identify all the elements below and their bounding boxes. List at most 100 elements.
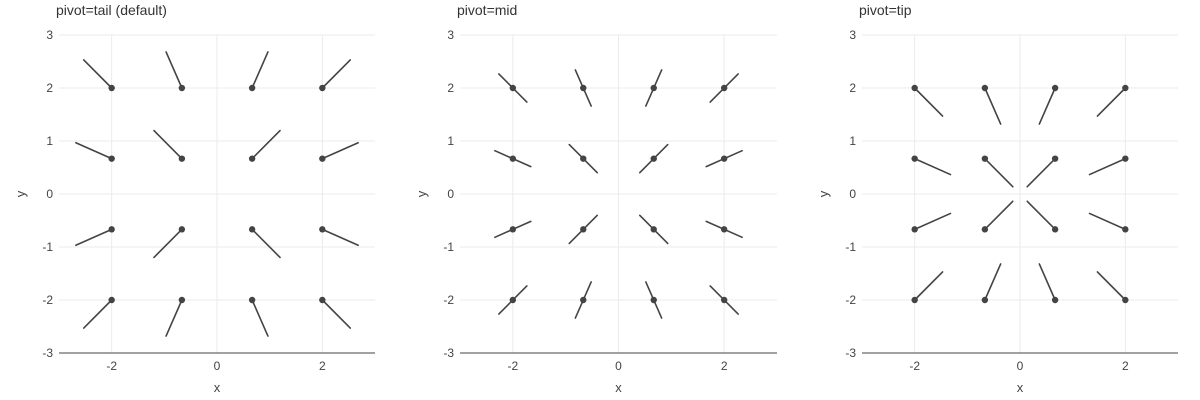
needle-segment [1038,87,1056,125]
needle-anchor-point [178,84,186,92]
needle-anchor-point [178,296,186,304]
needle-anchor-point [178,226,186,233]
y-tick-label: -3 [42,346,53,360]
needle-segment [984,87,1002,125]
x-tick-label: 0 [214,359,221,373]
y-tick-label: 3 [849,28,856,42]
needle-anchor-point [1051,155,1059,162]
needle-anchor-point [178,155,186,162]
chart-title: pivot=tail (default) [56,2,167,18]
needle-anchor-point [248,84,256,92]
y-tick-label: 2 [447,81,454,95]
needle-segment [165,299,183,337]
needle-anchor-point [319,84,326,92]
x-tick-label: -2 [106,359,117,373]
y-tick-label: -1 [845,240,856,254]
needle-segment [82,299,113,329]
needle-anchor-point [1122,155,1129,162]
x-tick-label: -2 [507,359,518,373]
needle-anchor-point [248,155,256,162]
x-tick-label: -2 [909,359,920,373]
needle-anchor-point [1122,84,1129,92]
needle-anchor-point [720,296,728,304]
y-tick-label: 0 [46,187,53,201]
needle-anchor-point [509,155,517,162]
needle-segment [1096,87,1127,117]
needle-anchor-point [108,226,115,233]
needle-segment [1026,157,1056,188]
needle-segment [75,228,113,247]
needle-segment [1088,212,1127,231]
needle-anchor-point [650,296,657,304]
needle-anchor-point [1051,84,1059,92]
needle-segment [913,87,944,117]
needle-anchor-point [981,296,989,304]
needle-segment [251,228,281,259]
needle-anchor-point [1051,296,1059,304]
y-axis-label: y [13,190,28,197]
needle-segment [251,129,281,160]
needle-anchor-point [319,296,326,304]
x-tick-label: 2 [721,359,728,373]
needle-anchor-point [248,226,256,233]
x-axis-label: x [214,380,221,395]
needle-segment [153,228,183,259]
needle-anchor-point [1051,226,1059,233]
chart-title: pivot=mid [457,2,517,18]
needle-anchor-point [580,155,587,162]
y-tick-label: -3 [845,346,856,360]
y-tick-label: 0 [849,187,856,201]
needle-anchor-point [911,155,918,162]
needle-anchor-point [1122,226,1129,233]
needle-segment [913,271,944,301]
y-tick-label: 0 [447,187,454,201]
needle-segment [321,59,352,89]
y-tick-label: 1 [46,134,53,148]
x-tick-label: 0 [615,359,622,373]
x-tick-label: 2 [319,359,326,373]
needle-anchor-point [1122,296,1129,304]
needle-anchor-point [319,226,326,233]
needle-segment [1038,263,1056,301]
chart-title: pivot=tip [859,2,912,18]
x-axis-label: x [1017,380,1024,395]
needle-anchor-point [509,296,517,304]
needle-anchor-point [319,155,326,162]
needle-segment [1088,157,1127,176]
y-tick-label: 1 [849,134,856,148]
needle-segment [321,228,359,247]
y-axis-label: y [816,190,831,197]
needle-anchor-point [509,84,517,92]
needle-anchor-point [720,84,728,92]
needle-anchor-point [580,84,587,92]
x-tick-label: 0 [1017,359,1024,373]
needle-anchor-point [981,155,989,162]
needle-segment [1026,200,1056,231]
y-tick-label: -1 [42,240,53,254]
needle-segment [984,263,1002,301]
needle-segment [321,141,359,160]
y-tick-label: -1 [443,240,454,254]
needle-anchor-point [911,84,918,92]
needle-segment [913,157,952,176]
needle-anchor-point [911,226,918,233]
y-axis-label: y [414,190,429,197]
needle-anchor-point [981,84,989,92]
needle-anchor-point [981,226,989,233]
y-tick-label: 2 [849,81,856,95]
needle-segment [913,212,952,231]
needle-segment [321,299,352,329]
needle-anchor-point [720,155,728,162]
needle-anchor-point [580,226,587,233]
needle-anchor-point [108,296,115,304]
needle-anchor-point [248,296,256,304]
needle-anchor-point [580,296,587,304]
y-tick-label: 2 [46,81,53,95]
x-axis-label: x [615,380,622,395]
y-tick-label: 1 [447,134,454,148]
needle-anchor-point [509,226,517,233]
y-tick-label: -2 [42,293,53,307]
